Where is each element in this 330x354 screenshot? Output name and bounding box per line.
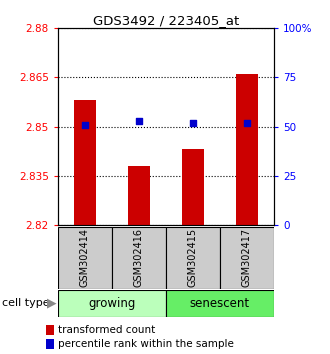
Bar	[58, 290, 166, 317]
Text: ▶: ▶	[47, 297, 57, 310]
Bar	[58, 227, 112, 289]
Bar	[166, 290, 274, 317]
Text: GSM302417: GSM302417	[242, 228, 252, 287]
Bar	[166, 227, 220, 289]
Title: GDS3492 / 223405_at: GDS3492 / 223405_at	[93, 14, 239, 27]
Text: GSM302416: GSM302416	[134, 228, 144, 287]
Bar	[128, 166, 149, 225]
Text: growing: growing	[88, 297, 136, 310]
Bar	[112, 227, 166, 289]
Text: GSM302414: GSM302414	[80, 228, 90, 287]
Point	[190, 120, 195, 125]
Bar	[236, 74, 258, 225]
Point	[244, 120, 249, 125]
Point	[136, 118, 142, 124]
Text: GSM302415: GSM302415	[188, 228, 198, 287]
Bar	[220, 227, 274, 289]
Point	[82, 122, 87, 127]
Text: percentile rank within the sample: percentile rank within the sample	[58, 339, 234, 349]
Text: senescent: senescent	[190, 297, 250, 310]
Text: cell type: cell type	[2, 298, 49, 308]
Bar	[182, 149, 204, 225]
Text: transformed count: transformed count	[58, 325, 155, 335]
Bar	[74, 101, 96, 225]
